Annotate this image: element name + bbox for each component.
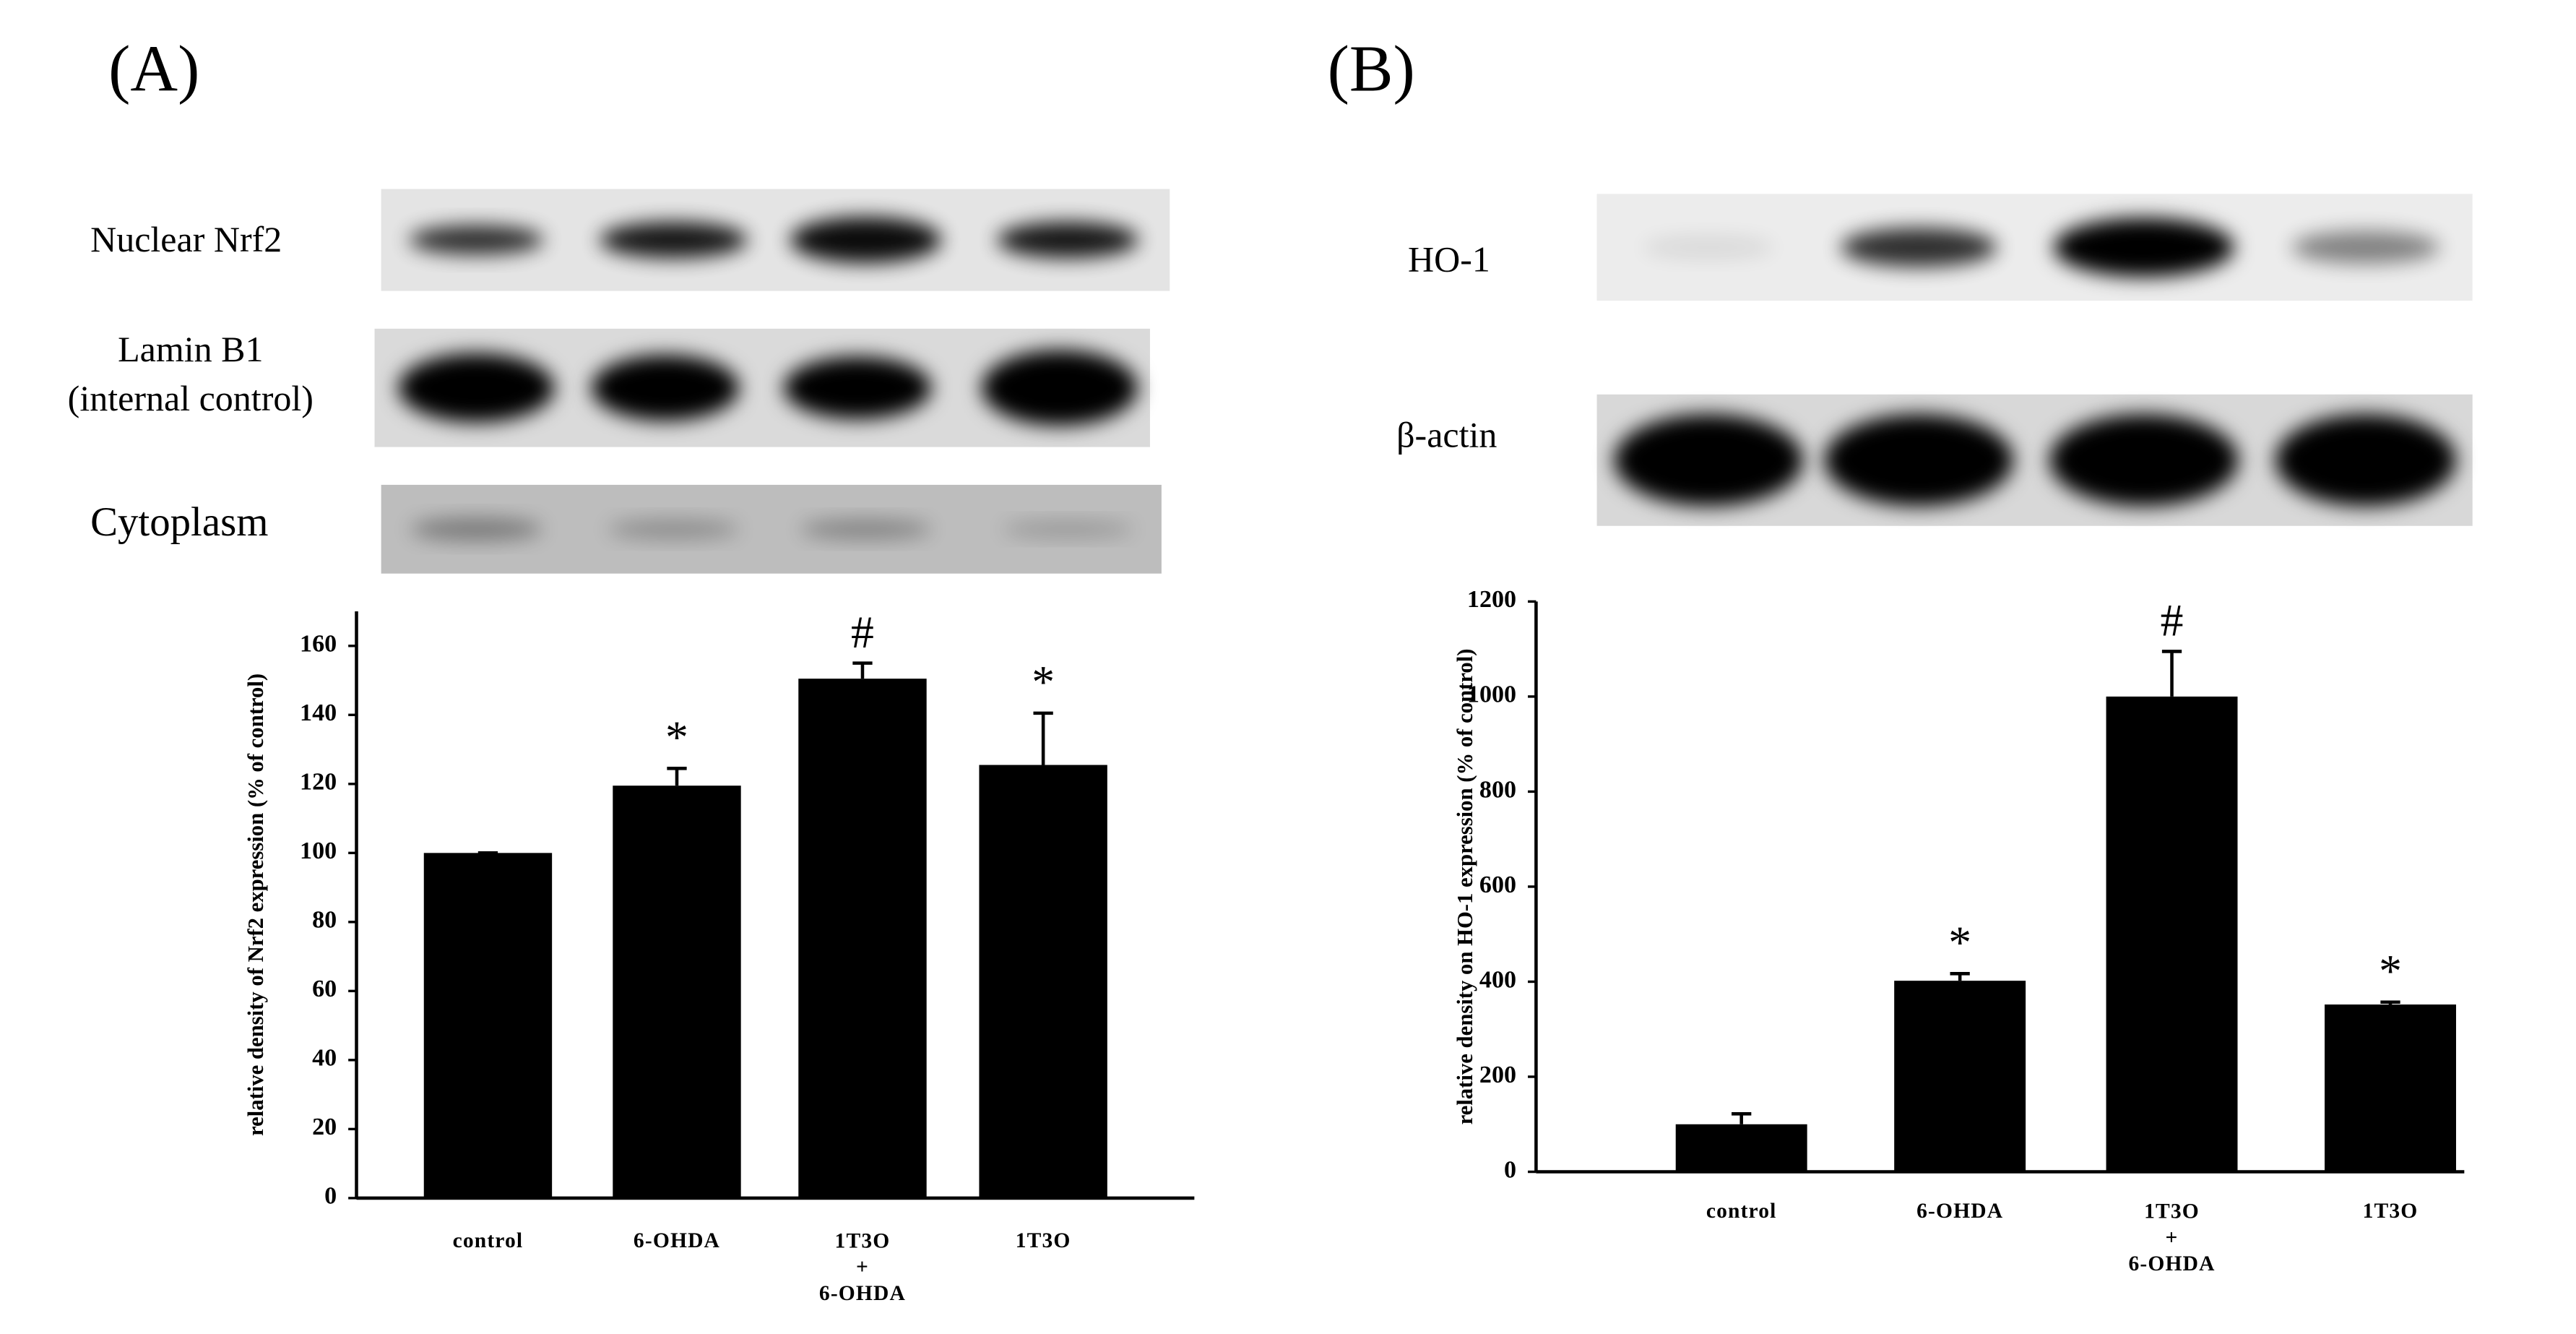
y-tick-label: 160: [300, 631, 337, 658]
blot-band: [981, 350, 1138, 426]
y-tick-label: 800: [1479, 776, 1516, 803]
bar: [1675, 1124, 1807, 1172]
blot-band: [591, 355, 740, 421]
x-tick-label: control: [1706, 1200, 1777, 1223]
significance-marker: *: [665, 712, 688, 763]
significance-marker: *: [1032, 656, 1055, 707]
y-tick-label: 0: [324, 1183, 337, 1210]
y-tick-label: 40: [312, 1045, 337, 1072]
blot-label: Nuclear Nrf2: [90, 219, 282, 259]
y-axis-label: relative density on HO-1 expression (% o…: [1453, 649, 1477, 1125]
y-tick-label: 1000: [1467, 681, 1516, 708]
blot-band: [790, 217, 942, 263]
blot-band: [783, 356, 932, 419]
blot-band: [608, 519, 740, 539]
significance-marker: *: [1948, 917, 1971, 968]
y-tick-label: 20: [312, 1114, 337, 1140]
bar: [2325, 1004, 2456, 1172]
blot-band: [409, 225, 544, 255]
y-tick-label: 600: [1479, 872, 1516, 898]
blot-band: [997, 222, 1139, 259]
blot-label: HO-1: [1408, 238, 1490, 279]
blot-band: [2049, 414, 2239, 507]
y-tick-label: 80: [312, 907, 337, 934]
blot-band: [2053, 218, 2234, 277]
panel-label: (B): [1328, 32, 1415, 105]
y-tick-label: 120: [300, 769, 337, 796]
y-tick-label: 60: [312, 976, 337, 1002]
significance-marker: #: [2161, 595, 2184, 646]
significance-marker: #: [851, 606, 874, 658]
y-tick-label: 140: [300, 700, 337, 726]
x-tick-label: 1T3O: [2363, 1200, 2419, 1223]
y-tick-label: 100: [300, 838, 337, 864]
significance-marker: *: [2379, 945, 2402, 997]
y-axis-label: relative density of Nrf2 expression (% o…: [243, 674, 268, 1136]
x-tick-label: 1T3O +6-OHDA: [819, 1229, 906, 1305]
y-tick-label: 400: [1479, 966, 1516, 993]
y-tick-label: 0: [1504, 1156, 1516, 1183]
blot-band: [800, 519, 932, 539]
x-tick-label: control: [453, 1229, 524, 1252]
blot-band: [1824, 414, 2014, 507]
blot-band: [1643, 236, 1775, 259]
blot-band: [2291, 231, 2440, 264]
blot-label: β-actin: [1396, 415, 1497, 455]
blot-band: [1841, 227, 1997, 267]
bar: [979, 765, 1107, 1198]
bar: [1894, 981, 2026, 1172]
blot-band: [1614, 414, 1803, 507]
bar: [2106, 696, 2238, 1172]
blot-band: [600, 222, 748, 259]
x-tick-label: 6-OHDA: [634, 1229, 720, 1252]
bar: [798, 679, 927, 1198]
blot-label: Lamin B1 (internal control): [68, 329, 314, 418]
y-tick-label: 200: [1479, 1062, 1516, 1088]
blot-band: [398, 353, 555, 423]
x-tick-label: 6-OHDA: [1916, 1200, 2003, 1223]
bar: [423, 853, 553, 1198]
x-tick-label: 1T3O +6-OHDA: [2128, 1200, 2215, 1275]
y-tick-label: 1200: [1467, 586, 1516, 613]
blot-band: [2275, 414, 2456, 507]
x-tick-label: 1T3O: [1016, 1229, 1071, 1252]
blot-label: Cytoplasm: [90, 499, 268, 545]
panel-label: (A): [108, 32, 199, 105]
bar: [613, 786, 741, 1198]
blot-band: [1002, 520, 1134, 538]
blot-band: [410, 517, 543, 541]
